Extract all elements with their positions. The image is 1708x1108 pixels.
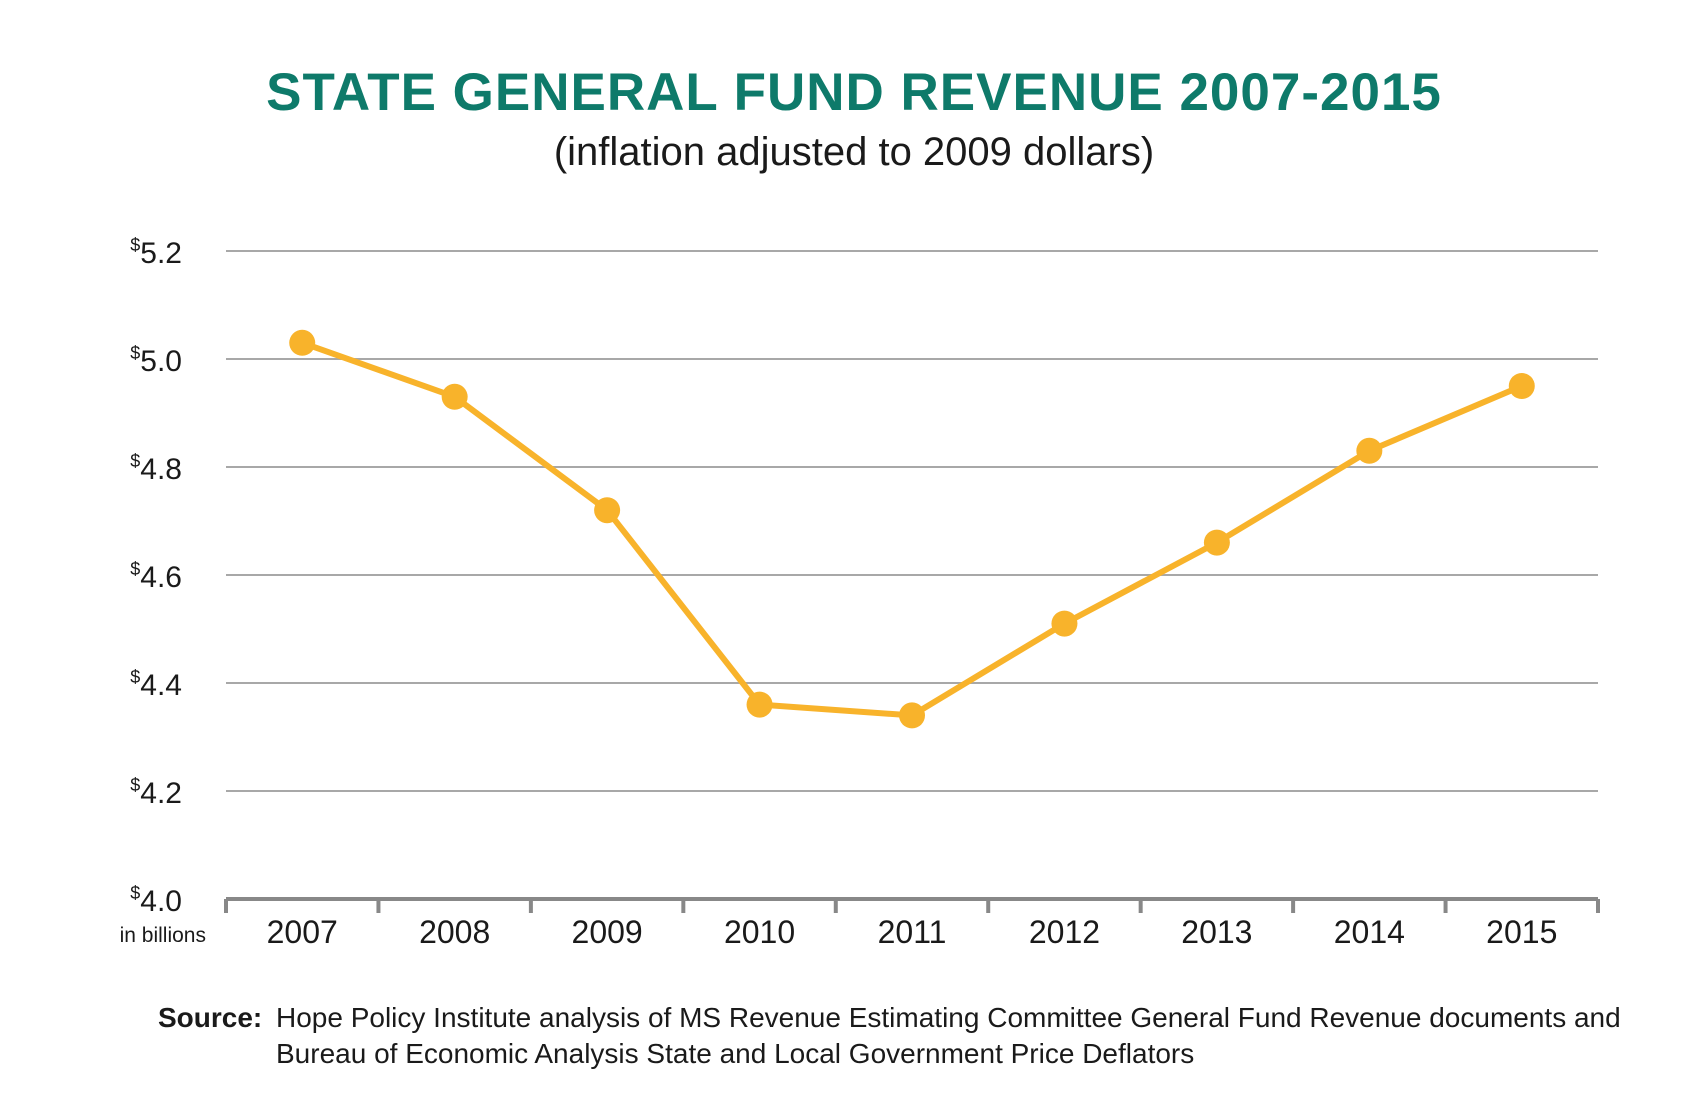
x-tick-label: 2015 [1486, 914, 1557, 950]
y-tick-label: $4.6 [130, 559, 182, 594]
series-line [299, 339, 1525, 719]
chart-subtitle: (inflation adjusted to 2009 dollars) [553, 130, 1155, 174]
y-tick-label: $4.0 [130, 883, 182, 918]
x-tick-label: 2012 [1029, 914, 1100, 950]
x-tick-label: 2009 [572, 914, 643, 950]
line-chart: $4.0 $4.2 $4.4 $4.6 $4.8 $5.0 $5.2 2007 2008 2009… [120, 235, 1600, 950]
x-tick-label: 2008 [419, 914, 490, 950]
y-tick-label: $5.0 [130, 343, 182, 378]
x-tick-label: 2007 [267, 914, 338, 950]
x-tick-label: 2011 [878, 914, 947, 950]
data-point [1051, 610, 1078, 637]
data-point [1508, 373, 1535, 399]
source-label: Source: [158, 1002, 263, 1033]
y-tick-label: $4.8 [130, 451, 182, 486]
data-point [1356, 437, 1383, 464]
y-tick-label: $4.4 [130, 667, 182, 702]
chart-title: STATE GENERAL FUND REVENUE 2007-2015 [266, 63, 1442, 122]
data-point [746, 691, 773, 718]
data-point [289, 329, 316, 356]
data-point [594, 497, 621, 524]
unit-label: in billions [120, 924, 206, 947]
data-point [899, 702, 925, 729]
x-tick-label: 2010 [724, 914, 795, 950]
x-tick-label: 2014 [1334, 914, 1405, 950]
x-tick-label: 2013 [1181, 914, 1252, 950]
source-text: Hope Policy Institute analysis of MS Rev… [276, 1002, 1621, 1069]
y-tick-label: $5.2 [130, 235, 182, 270]
data-point [1203, 529, 1230, 556]
y-tick-label: $4.2 [130, 775, 182, 810]
data-point [441, 383, 468, 410]
